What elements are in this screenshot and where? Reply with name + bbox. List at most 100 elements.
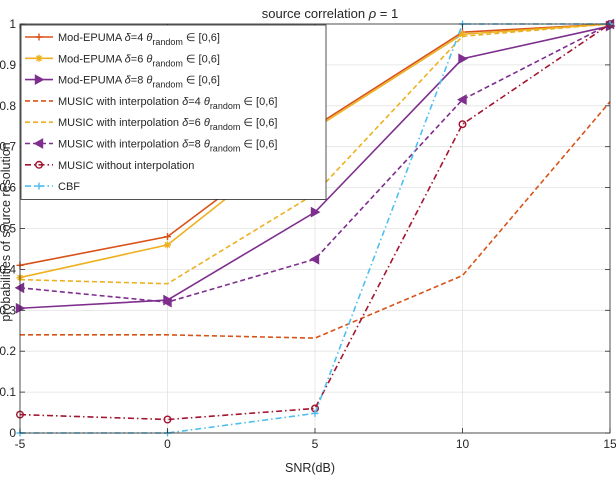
y-tick-label: 0.5 (0, 222, 16, 236)
legend-label-part: θ (204, 117, 210, 129)
legend-label-part: δ (125, 32, 132, 44)
legend-label-part: δ (182, 96, 189, 108)
legend-label: CBF (58, 181, 80, 193)
legend-label-part: random (152, 58, 183, 68)
x-tick-label: 5 (312, 437, 319, 451)
legend-label-part: ∈ [0,6] (240, 96, 277, 108)
x-axis-label: SNR(dB) (285, 461, 335, 475)
data-point (458, 53, 468, 65)
legend-label-part: θ (146, 75, 152, 87)
x-tick-label: -5 (15, 437, 26, 451)
legend-label-part: =6 (188, 117, 204, 129)
series-line (20, 101, 611, 339)
legend-marker (35, 160, 44, 169)
data-point (164, 241, 171, 249)
legend-label-part: MUSIC with interpolation (58, 139, 182, 151)
legend-label-part: random (210, 122, 241, 132)
data-point (459, 30, 466, 38)
x-tick-label: 10 (456, 437, 470, 451)
legend-label: MUSIC with interpolation δ=8 θrandom ∈ [… (58, 139, 277, 154)
y-tick-label: 0.7 (0, 140, 16, 154)
legend-entry: MUSIC without interpolation (25, 160, 194, 172)
legend-label-part: =8 (188, 139, 204, 151)
legend-box (20, 24, 327, 200)
title-part: source correlation (262, 6, 369, 21)
legend-label-part: ∈ [0,6] (240, 139, 277, 151)
legend-label-part: δ (125, 53, 132, 65)
chart-title: source correlation ρ = 1 (262, 6, 398, 21)
title-part: = 1 (376, 6, 398, 21)
legend-label-part: MUSIC with interpolation (58, 117, 182, 129)
legend-label-part: random (210, 101, 241, 111)
series-7 (16, 20, 615, 424)
legend-label-part: δ (125, 75, 132, 87)
y-tick-label: 0.2 (0, 344, 16, 358)
legend-entry: MUSIC with interpolation δ=8 θrandom ∈ [… (25, 138, 277, 154)
legend-label-part: ∈ [0,6] (183, 75, 220, 87)
y-tick-label: 0.4 (0, 262, 16, 276)
series-line (19, 23, 611, 303)
legend-label-part: θ (146, 53, 152, 65)
ticks: 00.10.20.30.40.50.60.70.80.91-5 0 5 10 15 (0, 17, 616, 451)
y-tick-label: 0.9 (0, 58, 16, 72)
legend-label-part: θ (204, 96, 210, 108)
legend-label-part: =4 (131, 32, 147, 44)
y-tick-label: 0.3 (0, 303, 16, 317)
legend-label-part: random (210, 144, 241, 154)
legend-entry: MUSIC with interpolation δ=6 θrandom ∈ [… (25, 117, 277, 132)
data-point (164, 233, 171, 241)
legend-label-part: CBF (58, 181, 80, 193)
legend-entry: Mod-EPUMA δ=4 θrandom ∈ [0,6] (25, 32, 220, 47)
legend-label-part: Mod-EPUMA (58, 75, 125, 87)
legend-marker (34, 74, 45, 85)
x-tick-label: 0 (164, 437, 171, 451)
series-4 (20, 101, 611, 339)
legend-label-part: Mod-EPUMA (58, 53, 125, 65)
legend-marker (35, 54, 43, 62)
data-point (163, 415, 172, 424)
data-point (162, 296, 172, 308)
x-tick-label: 15 (603, 437, 616, 451)
legend-label: Mod-EPUMA δ=4 θrandom ∈ [0,6] (58, 32, 220, 47)
legend-label-part: ∈ [0,6] (240, 117, 277, 129)
legend-label: MUSIC without interpolation (58, 160, 194, 172)
legend-label: MUSIC with interpolation δ=6 θrandom ∈ [… (58, 117, 277, 132)
y-tick-label: 0.6 (0, 181, 16, 195)
title-part: ρ (368, 6, 377, 21)
legend-label-part: δ (182, 117, 189, 129)
legend-label-part: random (152, 37, 183, 47)
y-axis-label: probabilities of source resolution (0, 142, 13, 321)
legend-label-part: =4 (188, 96, 204, 108)
data-point (310, 206, 321, 218)
legend-label-part: =8 (131, 75, 147, 87)
data-point (309, 253, 320, 265)
legend-label: MUSIC with interpolation δ=4 θrandom ∈ [… (58, 96, 277, 111)
legend-entry: Mod-EPUMA δ=8 θrandom ∈ [0,6] (25, 74, 220, 90)
legend-label-part: θ (146, 32, 152, 44)
legend-label: Mod-EPUMA δ=8 θrandom ∈ [0,6] (58, 75, 220, 90)
legend-label-part: δ (182, 139, 189, 151)
y-tick-label: 1 (9, 17, 16, 31)
legend-marker (35, 33, 43, 41)
legend-entry: Mod-EPUMA δ=6 θrandom ∈ [0,6] (25, 53, 220, 68)
legend: Mod-EPUMA δ=4 θrandom ∈ [0,6]Mod-EPUMA δ… (20, 24, 327, 200)
series-line (19, 23, 611, 421)
legend-label-part: random (152, 80, 183, 90)
legend-label-part: θ (204, 139, 210, 151)
data-point (457, 94, 467, 106)
y-tick-label: 0.8 (0, 99, 16, 113)
data-point (458, 120, 467, 129)
legend-entry: CBF (25, 181, 80, 193)
legend-marker (35, 182, 43, 190)
legend-label-part: ∈ [0,6] (183, 53, 220, 65)
y-tick-label: 0 (9, 426, 16, 440)
legend-marker (33, 138, 44, 149)
legend-label-part: =6 (131, 53, 147, 65)
y-tick-label: 0.1 (0, 385, 16, 399)
legend-label-part: MUSIC without interpolation (58, 160, 194, 172)
legend-entry: MUSIC with interpolation δ=4 θrandom ∈ [… (25, 96, 277, 111)
legend-label: Mod-EPUMA δ=6 θrandom ∈ [0,6] (58, 53, 220, 68)
legend-label-part: ∈ [0,6] (183, 32, 220, 44)
data-point (311, 409, 319, 417)
